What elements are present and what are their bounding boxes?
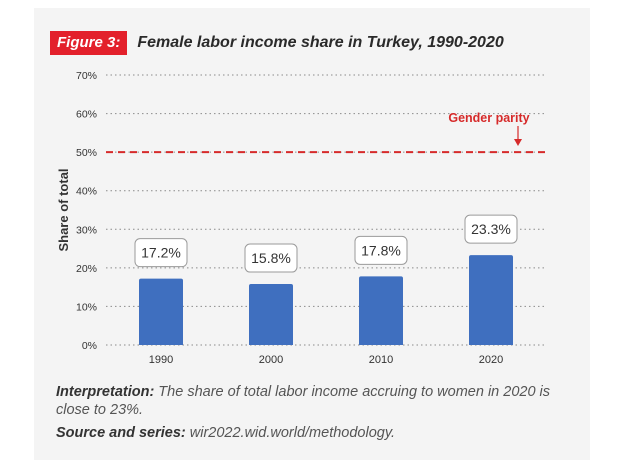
y-axis-label: Share of total (56, 168, 71, 251)
bar (469, 255, 513, 345)
data-label-box (134, 238, 188, 268)
x-tick-label: 1990 (149, 354, 173, 366)
bar (359, 276, 403, 345)
interpretation-label: Interpretation: (56, 384, 155, 400)
data-label: 23.3% (471, 221, 511, 237)
source-text: wir2022.wid.world/methodology. (185, 425, 396, 441)
interpretation-note: Interpretation: The share of total labor… (56, 383, 576, 419)
bar (249, 284, 293, 345)
data-label: 15.8% (251, 250, 291, 266)
y-tick-label: 60% (76, 109, 97, 121)
y-tick-label: 70% (76, 70, 97, 82)
source-note: Source and series: wir2022.wid.world/met… (56, 425, 395, 441)
y-tick-label: 30% (76, 224, 97, 236)
source-label: Source and series: (56, 425, 186, 441)
y-tick-label: 10% (76, 301, 97, 313)
y-tick-label: 20% (76, 263, 97, 275)
data-label-box (354, 235, 408, 265)
y-tick-label: 0% (82, 340, 97, 352)
y-tick-label: 40% (76, 186, 97, 198)
y-tick-label: 50% (76, 147, 97, 159)
x-tick-label: 2000 (259, 354, 283, 366)
interpretation-text: The share of total labor income accruing… (56, 384, 551, 418)
gender-parity-label: Gender parity (448, 111, 529, 125)
gender-parity-arrow-icon (514, 139, 522, 146)
data-label-box (464, 214, 518, 244)
bar (139, 278, 183, 345)
data-label-box (244, 243, 298, 273)
x-tick-label: 2020 (479, 354, 503, 366)
figure-title: Female labor income share in Turkey, 199… (137, 34, 504, 51)
data-label: 17.8% (361, 242, 401, 258)
figure-header: Figure 3: Female labor income share in T… (50, 30, 504, 56)
figure-tag: Figure 3: (50, 31, 128, 55)
data-label: 17.2% (141, 245, 181, 261)
x-tick-label: 2010 (369, 354, 393, 366)
